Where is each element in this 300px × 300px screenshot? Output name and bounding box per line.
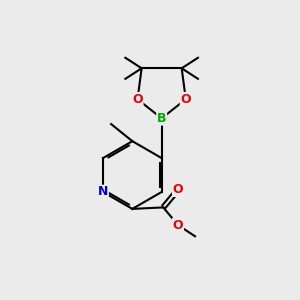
Text: B: B [157,112,166,125]
Text: O: O [132,93,143,106]
Text: O: O [173,183,183,196]
Text: N: N [98,185,108,199]
Text: O: O [181,93,191,106]
Text: O: O [173,219,183,232]
